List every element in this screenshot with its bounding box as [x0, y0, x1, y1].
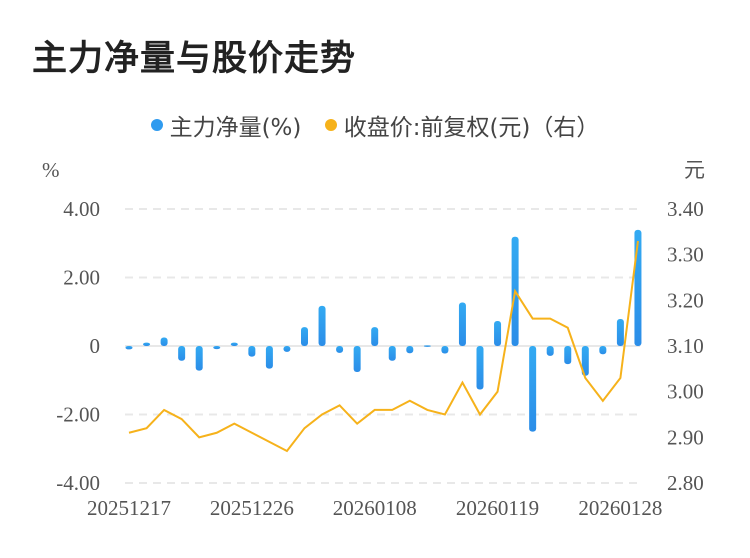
- bar: [599, 346, 607, 355]
- bar: [195, 346, 203, 371]
- bar: [529, 346, 537, 432]
- bar: [581, 346, 589, 376]
- bar: [213, 346, 221, 350]
- bar: [458, 302, 466, 346]
- bar: [178, 346, 186, 361]
- bar: [423, 345, 431, 347]
- right-axis-unit: 元: [684, 158, 705, 182]
- bar: [125, 346, 133, 350]
- legend-label: 收盘价:前复权(元)（右）: [343, 115, 600, 141]
- bar: [318, 305, 326, 346]
- x-tick-label: 20260128: [578, 496, 662, 520]
- x-tick-label: 20251217: [87, 496, 171, 520]
- legend-marker: [324, 119, 337, 131]
- right-tick-label: 3.10: [667, 334, 704, 358]
- right-tick-label: 3.30: [667, 243, 704, 267]
- bar: [564, 346, 572, 365]
- left-tick-label: -4.00: [56, 471, 100, 495]
- chart-title: 主力净量与股价走势: [32, 39, 357, 79]
- bar: [441, 346, 449, 354]
- bar: [494, 320, 502, 346]
- legend: 主力净量(%) 收盘价:前复权(元)（右）: [0, 108, 750, 142]
- left-tick-label: 2.00: [63, 266, 100, 290]
- bar: [283, 346, 291, 352]
- right-tick-label: 3.20: [667, 288, 704, 312]
- right-tick-label: 2.90: [667, 425, 704, 449]
- bar: [143, 342, 151, 346]
- right-tick-label: 3.00: [667, 380, 704, 404]
- x-tick-label: 20260119: [456, 496, 539, 520]
- left-axis-unit: %: [42, 158, 60, 182]
- bar: [616, 318, 624, 346]
- left-tick-label: -2.00: [56, 403, 100, 427]
- bar: [388, 346, 396, 361]
- legend-label: 主力净量(%): [169, 115, 302, 141]
- bar: [353, 346, 361, 373]
- legend-marker: [150, 119, 163, 131]
- bar: [265, 346, 273, 369]
- price-line: [128, 240, 639, 453]
- bar: [230, 342, 238, 346]
- x-tick-label: 20251226: [210, 496, 294, 520]
- bar: [248, 346, 256, 357]
- left-tick-label: 0: [90, 334, 101, 358]
- bar: [160, 337, 168, 346]
- bar: [301, 327, 308, 346]
- bar: [371, 327, 379, 346]
- bar: [336, 346, 344, 353]
- right-tick-label: 2.80: [667, 471, 704, 495]
- bar: [406, 346, 414, 354]
- bar: [546, 346, 554, 356]
- bar: [476, 346, 484, 390]
- x-tick-label: 20260108: [333, 496, 417, 520]
- legend-item-close-price[interactable]: 收盘价:前复权(元)（右）: [324, 108, 600, 142]
- left-tick-label: 4.00: [63, 197, 100, 221]
- right-tick-label: 3.40: [667, 197, 704, 221]
- legend-item-net-flow[interactable]: 主力净量(%): [150, 108, 302, 142]
